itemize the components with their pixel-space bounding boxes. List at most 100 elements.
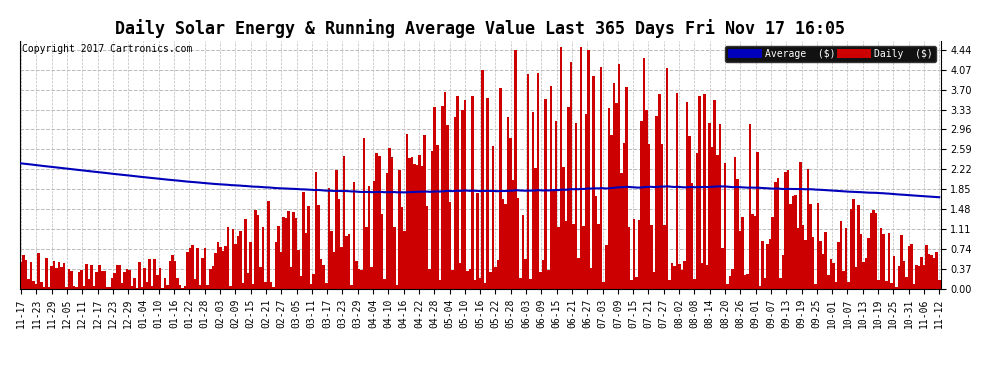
Bar xyxy=(150,286,153,289)
Bar xyxy=(608,108,610,289)
Bar xyxy=(431,151,434,289)
Bar xyxy=(857,205,859,289)
Bar xyxy=(797,228,799,289)
Bar xyxy=(577,258,580,289)
Bar xyxy=(257,215,259,289)
Bar xyxy=(453,117,456,289)
Bar xyxy=(196,248,199,289)
Bar xyxy=(222,251,224,289)
Bar xyxy=(436,145,439,289)
Bar xyxy=(85,264,88,289)
Bar xyxy=(631,280,633,289)
Bar xyxy=(916,266,918,289)
Bar xyxy=(686,102,688,289)
Bar xyxy=(156,274,158,289)
Bar xyxy=(525,259,527,289)
Bar xyxy=(269,282,272,289)
Bar xyxy=(590,268,592,289)
Bar xyxy=(784,172,787,289)
Bar xyxy=(95,272,98,289)
Bar xyxy=(272,287,274,289)
Bar xyxy=(499,88,502,289)
Bar xyxy=(343,156,346,289)
Bar xyxy=(870,213,872,289)
Bar xyxy=(514,50,517,289)
Bar xyxy=(572,224,575,289)
Bar xyxy=(928,254,931,289)
Bar xyxy=(212,266,214,289)
Bar xyxy=(840,221,842,289)
Bar xyxy=(279,252,282,289)
Bar xyxy=(378,156,380,289)
Bar xyxy=(411,158,413,289)
Bar xyxy=(240,231,242,289)
Bar xyxy=(57,262,60,289)
Bar xyxy=(802,225,804,289)
Bar xyxy=(872,210,875,289)
Bar xyxy=(274,243,277,289)
Bar xyxy=(194,279,196,289)
Bar xyxy=(302,192,305,289)
Bar xyxy=(352,182,355,289)
Bar xyxy=(126,269,129,289)
Bar xyxy=(628,227,631,289)
Bar xyxy=(350,285,352,289)
Bar xyxy=(670,262,673,289)
Bar xyxy=(229,286,232,289)
Bar xyxy=(847,282,849,289)
Bar xyxy=(746,274,748,289)
Bar xyxy=(171,255,173,289)
Bar xyxy=(388,148,391,289)
Bar xyxy=(721,248,724,289)
Bar xyxy=(890,282,893,289)
Bar xyxy=(643,58,645,289)
Bar xyxy=(742,217,743,289)
Bar xyxy=(827,274,830,289)
Bar xyxy=(136,288,139,289)
Bar xyxy=(338,199,341,289)
Bar xyxy=(913,284,916,289)
Bar xyxy=(497,260,499,289)
Bar xyxy=(393,227,396,289)
Bar xyxy=(918,266,921,289)
Bar xyxy=(75,287,78,289)
Bar xyxy=(168,261,171,289)
Bar xyxy=(310,285,313,289)
Bar xyxy=(297,250,300,289)
Bar xyxy=(696,153,698,289)
Bar xyxy=(251,284,254,289)
Bar xyxy=(734,158,737,289)
Bar xyxy=(163,278,166,289)
Bar xyxy=(318,205,320,289)
Bar xyxy=(108,286,111,289)
Bar xyxy=(398,170,401,289)
Bar xyxy=(184,286,186,289)
Bar xyxy=(466,271,469,289)
Bar xyxy=(544,99,547,289)
Bar xyxy=(439,280,442,289)
Bar xyxy=(519,278,522,289)
Bar xyxy=(512,180,514,289)
Bar xyxy=(401,207,403,289)
Legend: Average  ($), Daily  ($): Average ($), Daily ($) xyxy=(725,46,936,62)
Bar xyxy=(347,234,350,289)
Bar xyxy=(335,170,338,289)
Bar xyxy=(673,266,675,289)
Bar xyxy=(910,244,913,289)
Bar xyxy=(199,285,201,289)
Bar xyxy=(134,278,136,289)
Bar xyxy=(209,269,212,289)
Bar xyxy=(698,96,701,289)
Bar xyxy=(804,240,807,289)
Bar xyxy=(933,258,936,289)
Bar xyxy=(761,241,764,289)
Bar xyxy=(557,227,559,289)
Bar xyxy=(592,76,595,289)
Bar xyxy=(461,110,463,289)
Bar xyxy=(129,270,131,289)
Bar xyxy=(678,264,681,289)
Bar xyxy=(938,280,940,289)
Bar xyxy=(139,262,141,289)
Bar xyxy=(232,229,235,289)
Bar xyxy=(315,171,318,289)
